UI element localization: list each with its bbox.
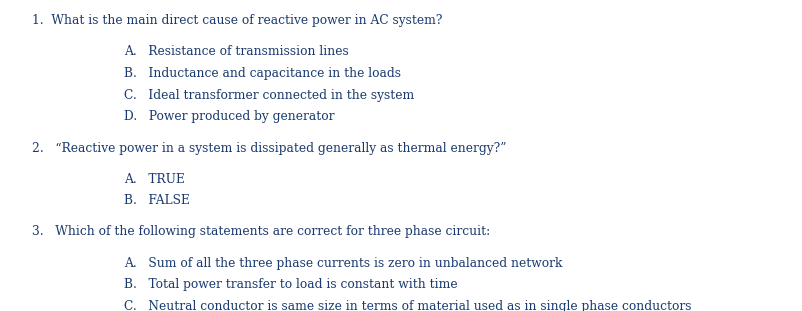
Text: 1.  What is the main direct cause of reactive power in AC system?: 1. What is the main direct cause of reac… [32,14,442,27]
Text: B.   Inductance and capacitance in the loads: B. Inductance and capacitance in the loa… [124,67,401,80]
Text: 2.   “Reactive power in a system is dissipated generally as thermal energy?”: 2. “Reactive power in a system is dissip… [32,142,506,155]
Text: D.   Power produced by generator: D. Power produced by generator [124,110,334,123]
Text: B.   Total power transfer to load is constant with time: B. Total power transfer to load is const… [124,278,457,291]
Text: 3.   Which of the following statements are correct for three phase circuit:: 3. Which of the following statements are… [32,225,490,239]
Text: C.   Ideal transformer connected in the system: C. Ideal transformer connected in the sy… [124,89,414,102]
Text: B.   FALSE: B. FALSE [124,194,190,207]
Text: A.   Sum of all the three phase currents is zero in unbalanced network: A. Sum of all the three phase currents i… [124,257,562,270]
Text: A.   Resistance of transmission lines: A. Resistance of transmission lines [124,45,349,58]
Text: C.   Neutral conductor is same size in terms of material used as in single phase: C. Neutral conductor is same size in ter… [124,300,691,311]
Text: A.   TRUE: A. TRUE [124,173,185,186]
